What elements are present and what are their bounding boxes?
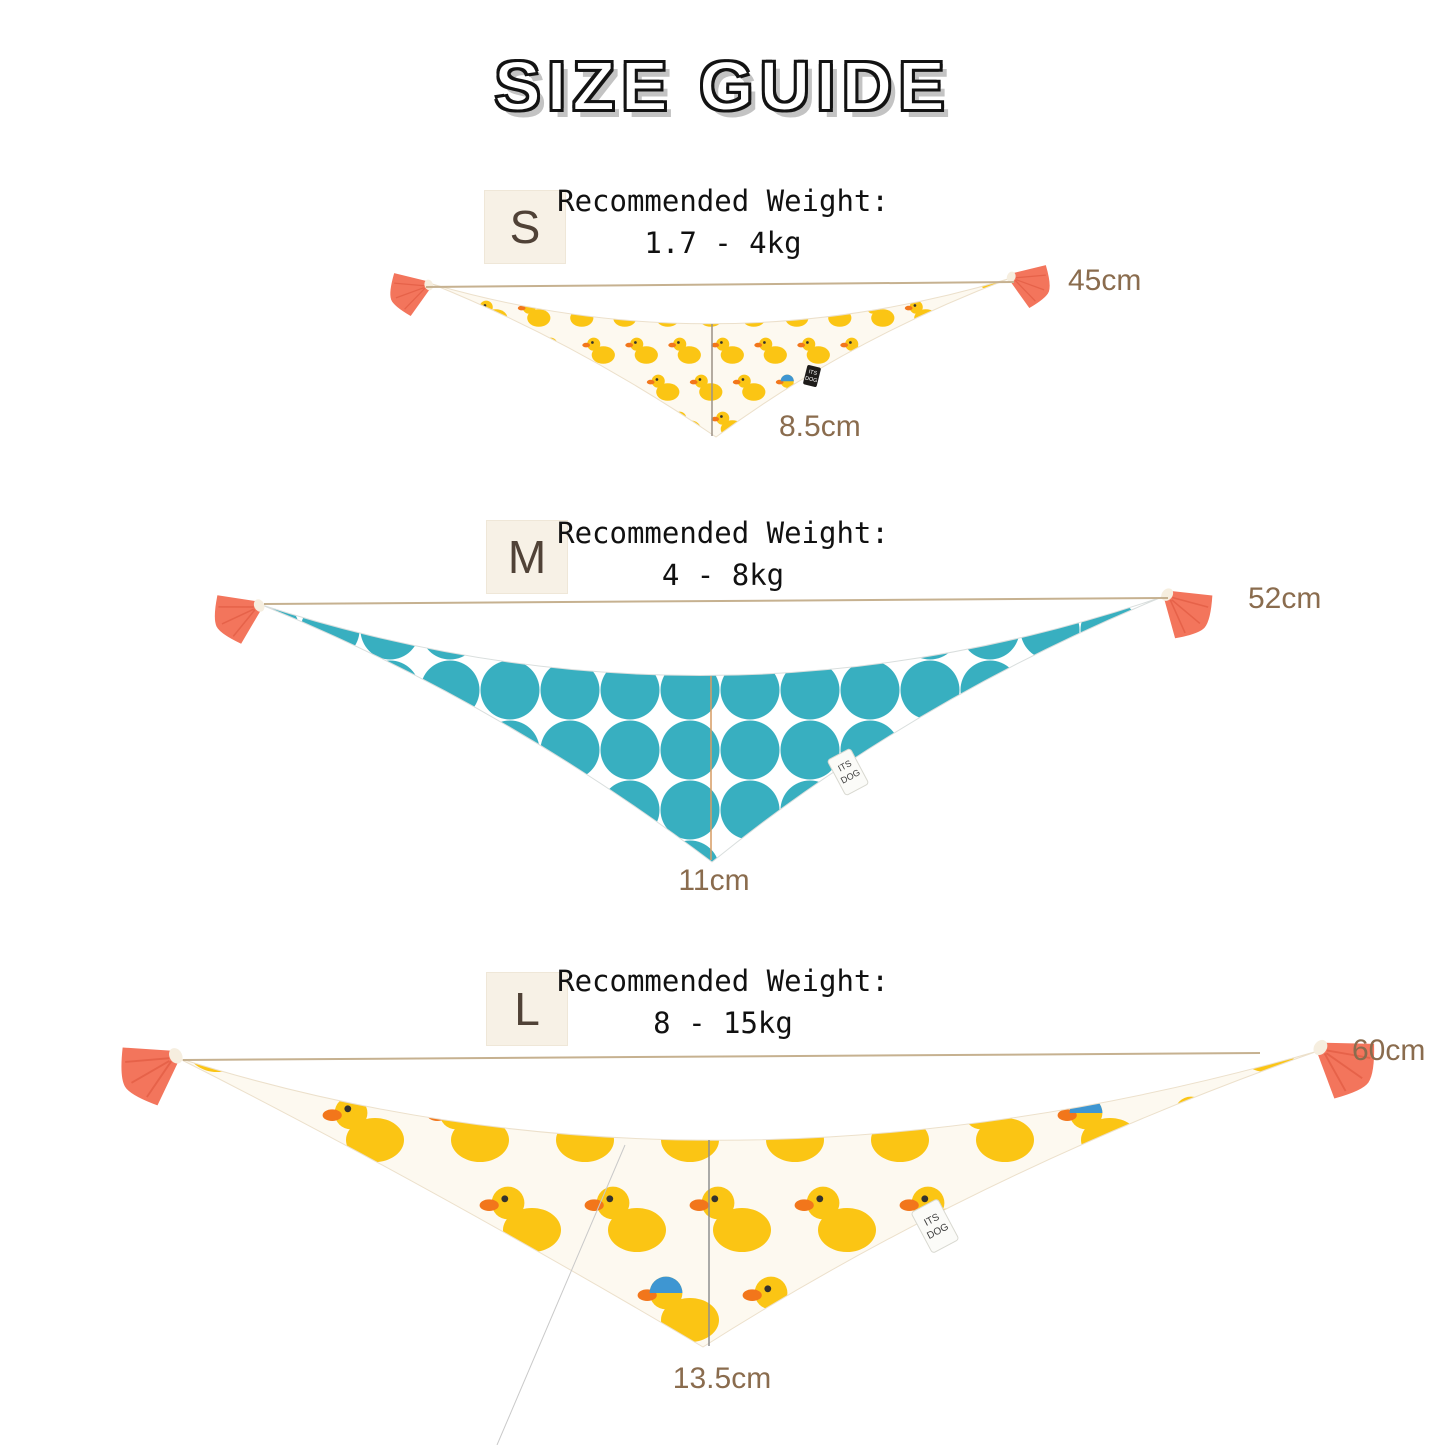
width-measurement-s: 45cm: [1068, 264, 1142, 297]
tassel-left-large: [106, 1022, 200, 1116]
weight-label-m: Recommended Weight:: [557, 516, 889, 550]
drop-measurement-s: 8.5cm: [779, 410, 861, 443]
size-badge-l: L: [487, 973, 567, 1045]
size-badge-s: S: [485, 191, 565, 263]
weight-range-s: 1.7 - 4kg: [644, 226, 802, 260]
drop-measurement-l: 13.5cm: [672, 1362, 772, 1395]
bandana-small-fabric: [431, 278, 1009, 438]
brand-tag-medium: ITS DOG: [827, 748, 869, 796]
weight-block-m: Recommended Weight: 4 - 8kg: [413, 512, 1033, 596]
weight-label-l: Recommended Weight:: [557, 964, 889, 998]
width-line-medium: [263, 597, 1169, 605]
size-badge-m: M: [487, 521, 567, 593]
weight-block-l: Recommended Weight: 8 - 15kg: [413, 960, 1033, 1044]
width-line-small: [425, 281, 1015, 288]
width-line-large: [182, 1052, 1261, 1061]
drop-measurement-m: 11cm: [678, 864, 750, 897]
brand-tag-large: ITS DOG: [911, 1199, 959, 1253]
weight-label-s: Recommended Weight:: [557, 184, 889, 218]
weight-range-m: 4 - 8kg: [661, 558, 785, 592]
page-title: SIZE GUIDE: [493, 46, 951, 126]
weight-range-l: 8 - 15kg: [653, 1006, 793, 1040]
bandana-medium-fabric: [261, 596, 1163, 863]
bandana-large-fabric: [177, 1050, 1319, 1348]
tag-text-line2: DOG: [804, 375, 818, 384]
brand-tag-small: ITS DOG: [803, 365, 821, 387]
tag-text-line1: ITS: [808, 369, 818, 377]
tassel-right-medium: [1144, 568, 1225, 650]
leader-line-large: [496, 1144, 626, 1445]
bandana-small: ITS DOG: [382, 253, 1058, 438]
weight-block-s: Recommended Weight: 1.7 - 4kg: [413, 180, 1033, 264]
tassel-left-small: [382, 261, 442, 321]
width-measurement-m: 52cm: [1248, 582, 1322, 615]
tassel-left-medium: [203, 578, 276, 651]
bandana-medium: ITS DOG: [203, 568, 1225, 863]
width-measurement-l: 60cm: [1352, 1034, 1426, 1067]
bandana-large: ITS DOG: [106, 1015, 1390, 1445]
